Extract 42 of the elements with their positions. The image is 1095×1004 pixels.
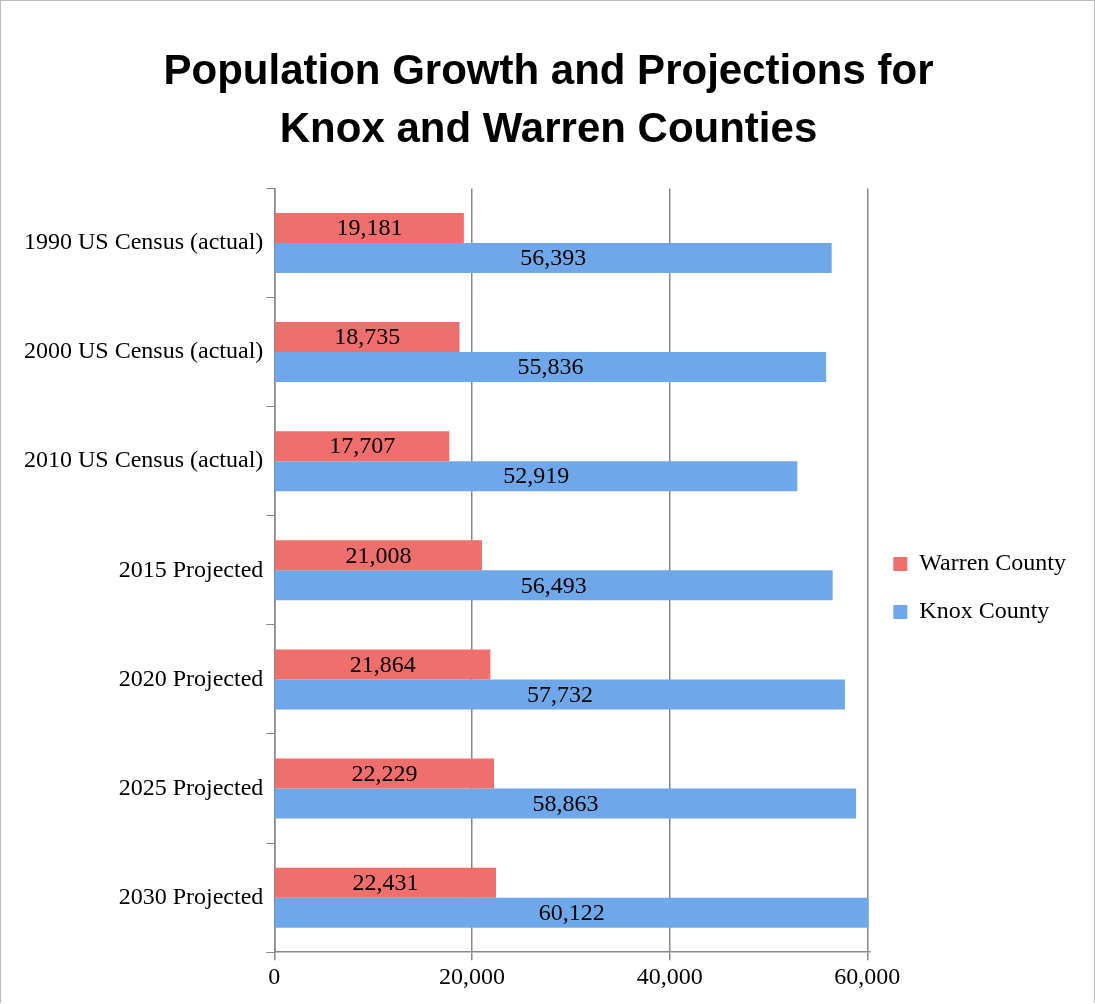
data-label: 17,707 — [329, 432, 396, 459]
data-label: 21,864 — [349, 650, 416, 677]
data-label: 22,431 — [352, 868, 419, 895]
data-label: 57,732 — [526, 680, 593, 707]
bar — [275, 897, 869, 928]
bar — [275, 461, 798, 492]
x-tick-label: 60,000 — [834, 962, 901, 989]
y-tick-label: 2000 US Census (actual) — [24, 337, 264, 364]
data-label: 58,863 — [532, 789, 599, 816]
bar — [275, 431, 450, 462]
y-tick-label: 2025 Projected — [118, 773, 264, 800]
bar — [275, 242, 832, 273]
legend-label: Warren County — [919, 549, 1067, 576]
x-tick-label: 0 — [268, 962, 281, 989]
y-tick-label: 1990 US Census (actual) — [24, 228, 264, 255]
data-label: 56,493 — [520, 571, 587, 598]
bar — [275, 867, 496, 898]
data-label: 18,735 — [334, 323, 401, 350]
bar — [275, 649, 491, 680]
x-tick-label: 40,000 — [636, 962, 703, 989]
bar — [275, 679, 845, 710]
bar — [275, 212, 464, 243]
legend-label: Knox County — [919, 597, 1050, 624]
y-tick-label: 2030 Projected — [118, 882, 264, 909]
y-tick-label: 2010 US Census (actual) — [24, 446, 264, 473]
data-label: 56,393 — [520, 244, 587, 271]
y-tick-label: 2020 Projected — [118, 664, 264, 691]
bar — [275, 352, 827, 383]
bar — [275, 570, 833, 601]
data-label: 21,008 — [345, 541, 412, 568]
x-tick-label: 20,000 — [438, 962, 505, 989]
data-label: 55,836 — [517, 353, 584, 380]
data-label: 19,181 — [336, 214, 403, 241]
chart-title: Population Growth and Projections for Knox and Warren Counties — [162, 45, 935, 153]
bar — [275, 540, 482, 571]
bar — [275, 322, 460, 353]
bar — [275, 788, 857, 819]
data-label: 22,229 — [351, 759, 418, 786]
y-tick-label: 2015 Projected — [118, 555, 264, 582]
bar — [275, 758, 495, 789]
data-label: 60,122 — [538, 898, 605, 925]
data-label: 52,919 — [503, 462, 570, 489]
